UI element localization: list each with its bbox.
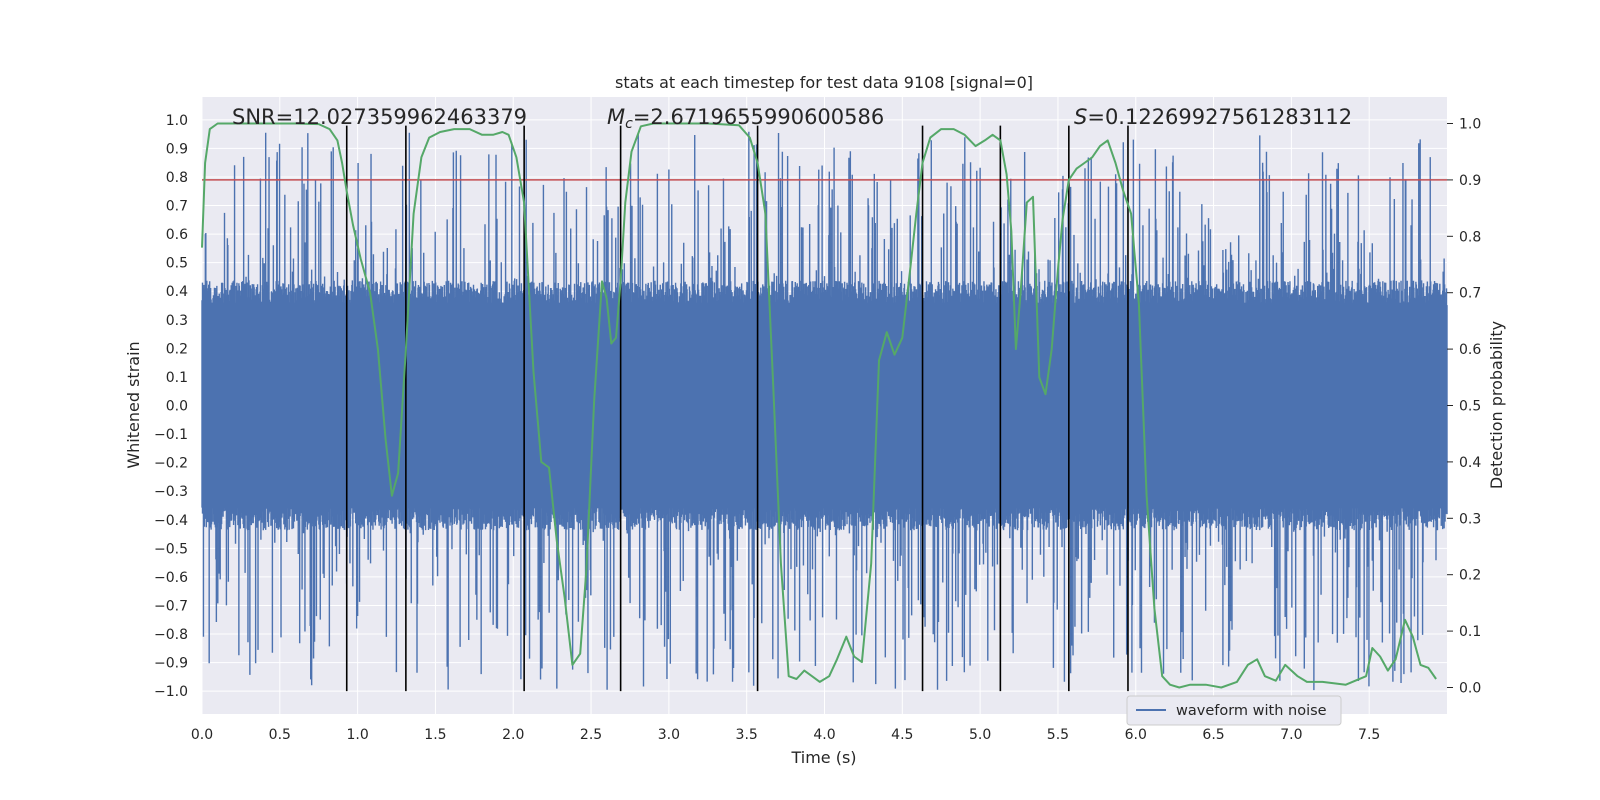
y2-tick-label: 0.7 (1459, 286, 1481, 302)
y-tick-label: 0.6 (166, 227, 188, 243)
detection-probability-line (201, 122, 1437, 689)
y-tick-label: −0.7 (154, 598, 188, 614)
y-tick-label: −0.3 (154, 484, 188, 500)
chirp-mass-annotation: Mc=2.6719655990600586 (607, 105, 884, 132)
y2-tick-label: 0.6 (1459, 342, 1481, 358)
y-tick-label: −0.5 (154, 541, 188, 557)
x-tick-label: 4.0 (813, 727, 835, 743)
y-axis-title: Whitened strain (124, 341, 143, 468)
chart-title: stats at each timestep for test data 910… (615, 73, 1033, 92)
x-tick-label: 6.0 (1125, 727, 1147, 743)
x-tick-label: 7.5 (1358, 727, 1380, 743)
y-tick-label: 0.0 (166, 399, 188, 415)
y-tick-label: −0.1 (154, 427, 188, 443)
snr-annotation: SNR=12.027359962463379 (232, 105, 527, 129)
y-tick-label: 0.1 (166, 370, 188, 386)
y2-tick-label: 0.5 (1459, 399, 1481, 415)
y-tick-label: 0.5 (166, 256, 188, 272)
x-tick-label: 5.0 (969, 727, 991, 743)
detection-probability-series (201, 122, 1437, 689)
x-tick-label: 4.5 (891, 727, 913, 743)
y-tick-label: −0.4 (154, 513, 188, 529)
event-markers (345, 125, 1129, 692)
chirp-mass-subscript: c (625, 116, 633, 132)
x-tick-label: 1.5 (424, 727, 446, 743)
waveform-noise-core (202, 302, 1447, 509)
s-value: =0.12269927561283112 (1087, 105, 1352, 129)
y2-tick-label: 0.2 (1459, 568, 1481, 584)
x-tick-label: 7.0 (1280, 727, 1302, 743)
y-tick-label: 0.2 (166, 341, 188, 357)
y-tick-label: −0.8 (154, 627, 188, 643)
y2-tick-label: 0.9 (1459, 173, 1481, 189)
legend-box (1126, 695, 1342, 726)
x-tick-label: 3.0 (658, 727, 680, 743)
y-tick-labels: 1.0 0.9 0.8 0.7 0.6 0.5 0.4 0.3 0.2 0.1 0.0 −0.1 −0.… (154, 113, 188, 700)
x-tick-label: 2.5 (580, 727, 602, 743)
x-tick-label: 0.0 (191, 727, 213, 743)
y-tick-label: −0.6 (154, 570, 188, 586)
waveform-with-noise-series (201, 131, 1448, 691)
y-tick-label: −0.2 (154, 456, 188, 472)
y-tick-label: 0.9 (166, 141, 188, 157)
y2-tick-label: 0.3 (1459, 511, 1481, 527)
legend: waveform with noise (1126, 695, 1342, 726)
y2-tick-label: 1.0 (1459, 117, 1481, 133)
x-tick-label: 5.5 (1047, 727, 1069, 743)
x-tick-label: 2.0 (502, 727, 524, 743)
x-tick-label: 0.5 (269, 727, 291, 743)
y2-tick-label: 0.8 (1459, 229, 1481, 245)
y-tick-label: 0.3 (166, 313, 188, 329)
y2-tick-label: 0.0 (1459, 680, 1481, 696)
chirp-mass-value: =2.6719655990600586 (633, 105, 884, 129)
x-axis-title: Time (s) (790, 748, 856, 767)
y2-tick-label: 0.4 (1459, 455, 1481, 471)
legend-label: waveform with noise (1176, 703, 1327, 719)
y-tick-label: −0.9 (154, 656, 188, 672)
x-tick-label: 6.5 (1202, 727, 1224, 743)
s-symbol: S (1074, 105, 1087, 129)
y-tick-label: 0.8 (166, 170, 188, 186)
y2-axis-title: Detection probability (1487, 321, 1506, 489)
y2-tick-label: 0.1 (1459, 624, 1481, 640)
chirp-mass-symbol: M (607, 105, 625, 129)
y-tick-label: 0.4 (166, 284, 188, 300)
y2-tick-labels: 1.0 0.9 0.8 0.7 0.6 0.5 0.4 0.3 0.2 0.1 0.0 (1447, 117, 1481, 696)
x-tick-label: 1.0 (346, 727, 368, 743)
y-tick-label: 0.7 (166, 199, 188, 215)
y-tick-label: 1.0 (166, 113, 188, 129)
y-tick-label: −1.0 (154, 684, 188, 700)
s-annotation: S=0.12269927561283112 (1074, 105, 1352, 129)
x-tick-label: 3.5 (736, 727, 758, 743)
x-tick-labels: 0.0 0.5 1.0 1.5 2.0 2.5 3.0 3.5 4.0 4.5 5.0 5.5 6.0 6… (191, 727, 1380, 743)
